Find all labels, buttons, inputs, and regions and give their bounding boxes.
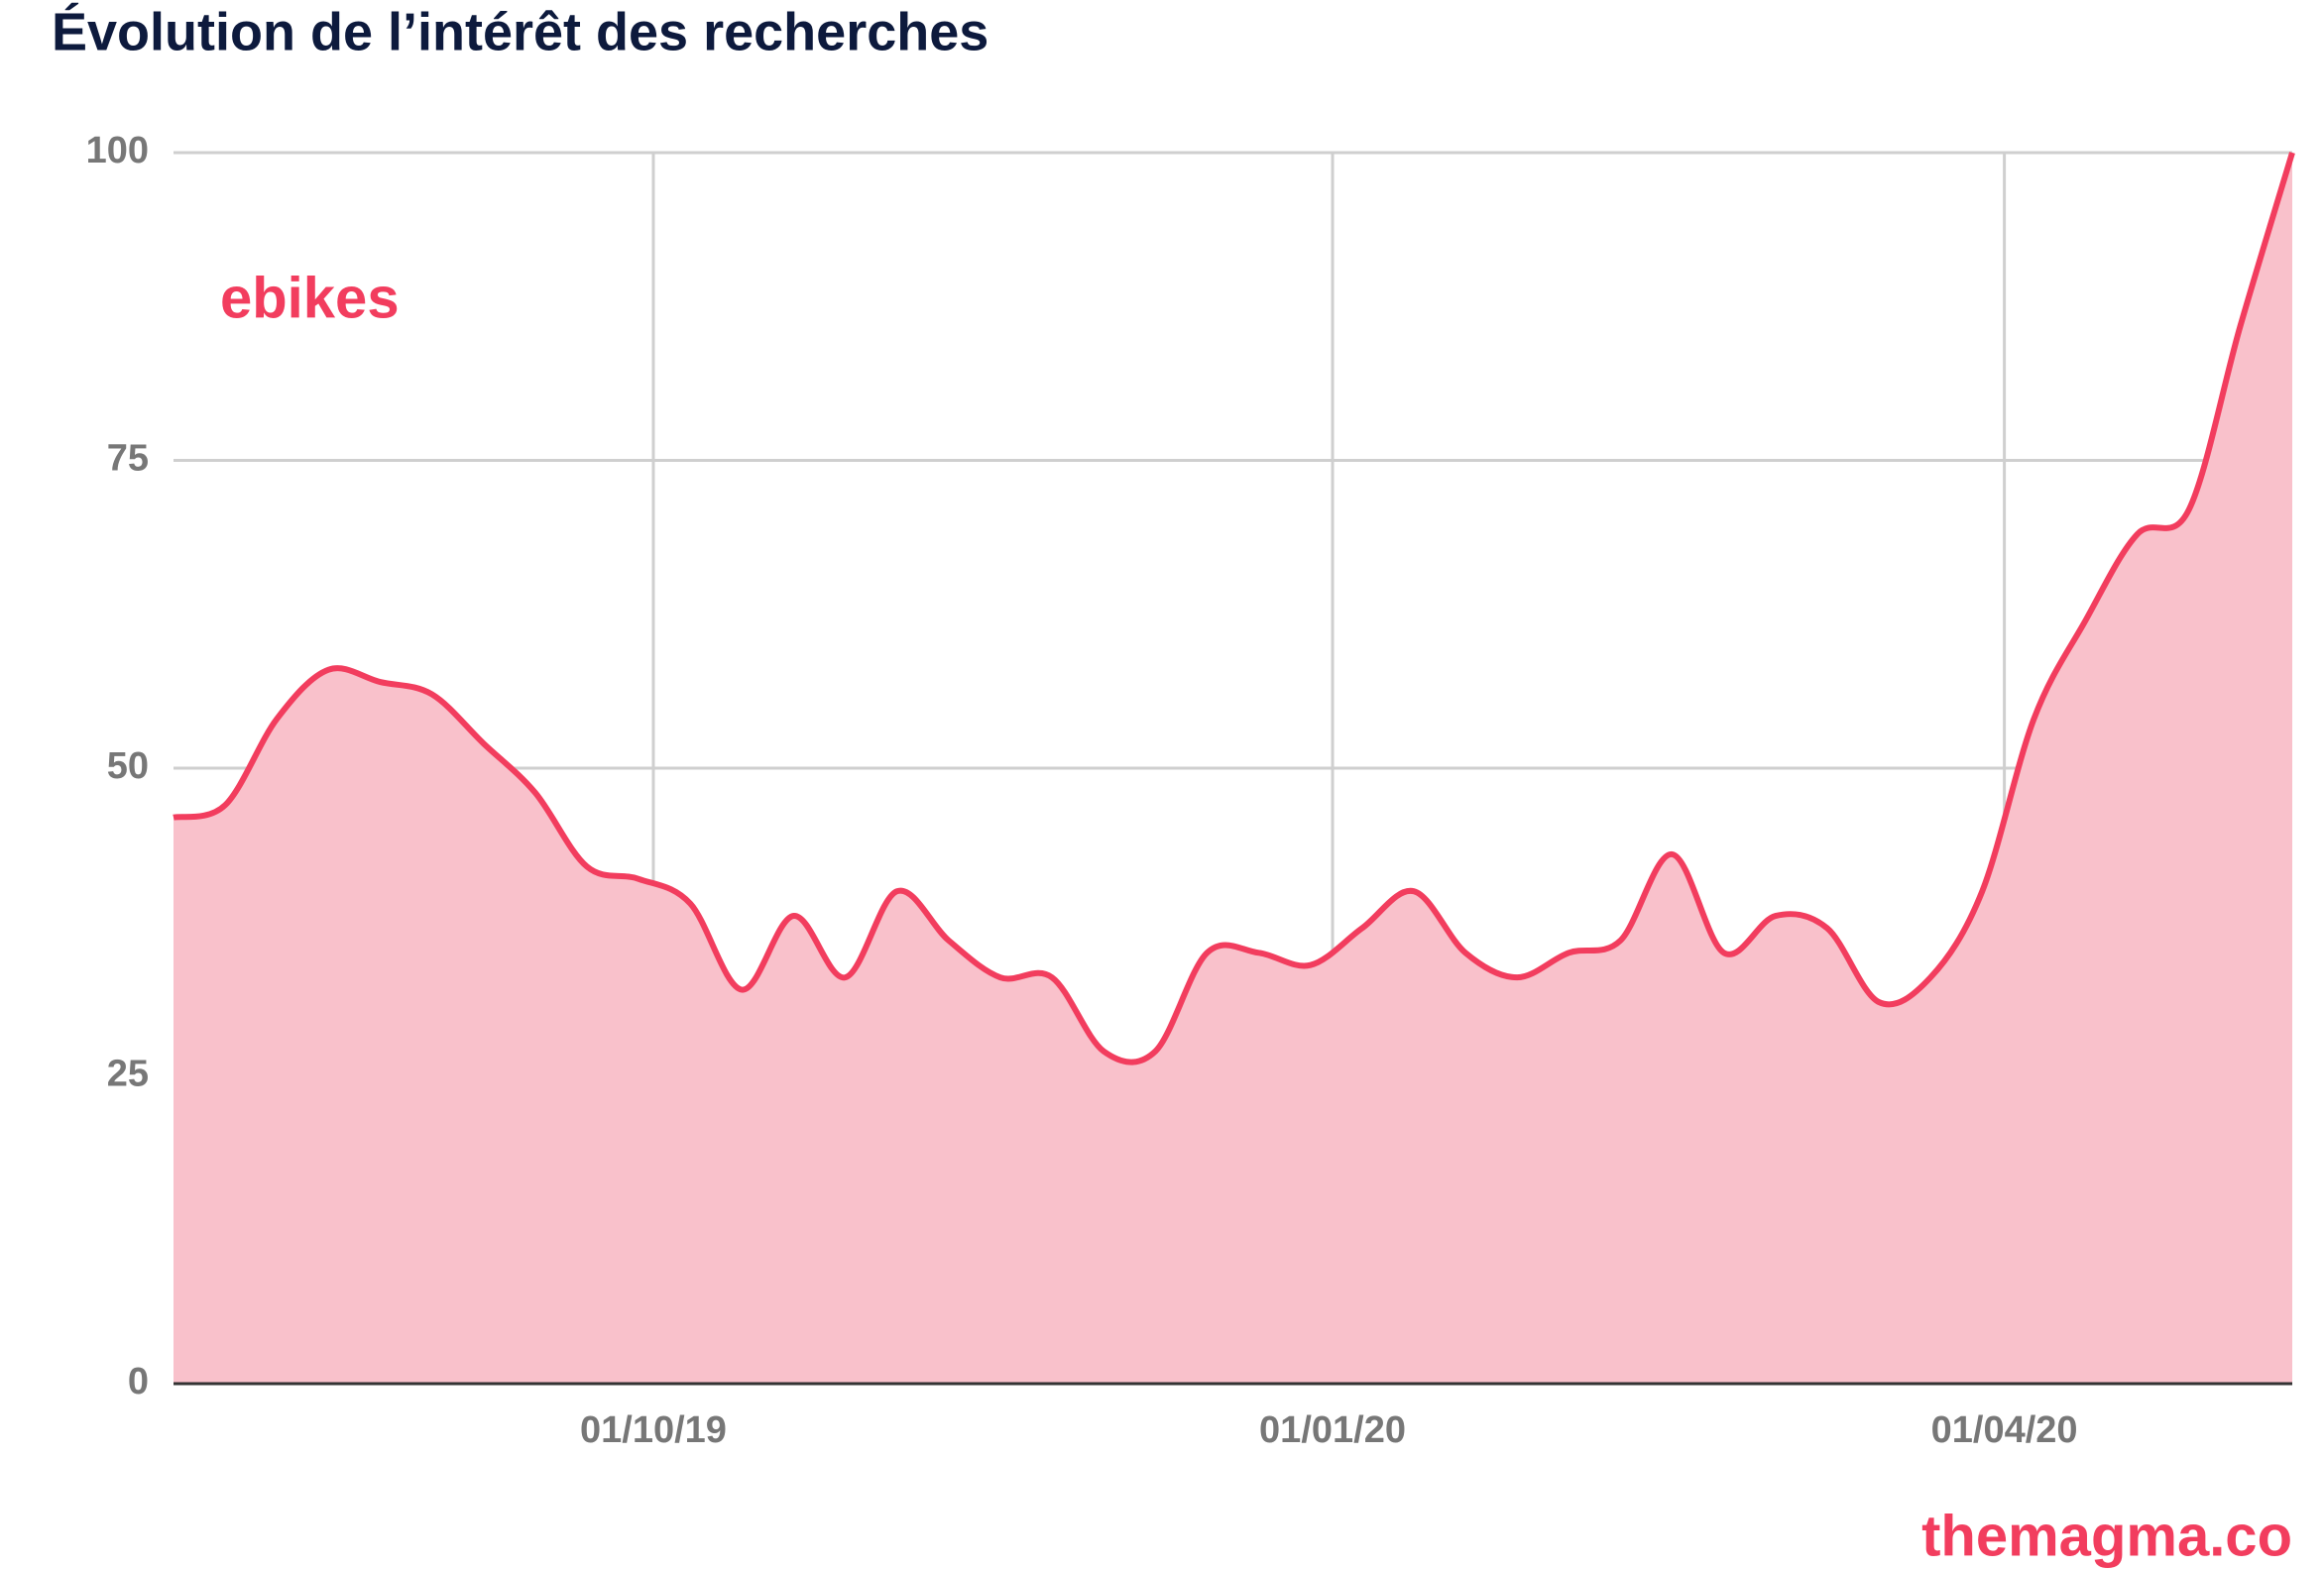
x-tick-label: 01/04/20	[1931, 1409, 2078, 1451]
chart-title: Évolution de l’intérêt des recherches	[52, 2, 988, 61]
area	[174, 153, 2292, 1384]
source: themagma.co	[1921, 1504, 2292, 1568]
x-tick-label: 01/01/20	[1259, 1409, 1406, 1451]
series-label: ebikes	[220, 266, 400, 330]
y-tick-label: 25	[107, 1054, 149, 1095]
y-tick-label: 100	[86, 130, 149, 171]
line	[173, 152, 2295, 1065]
x-tick-label: 01/10/19	[580, 1409, 727, 1451]
y-tick-label: 0	[128, 1361, 149, 1402]
y-tick-label: 50	[107, 745, 149, 787]
y-tick-label: 75	[107, 438, 149, 480]
